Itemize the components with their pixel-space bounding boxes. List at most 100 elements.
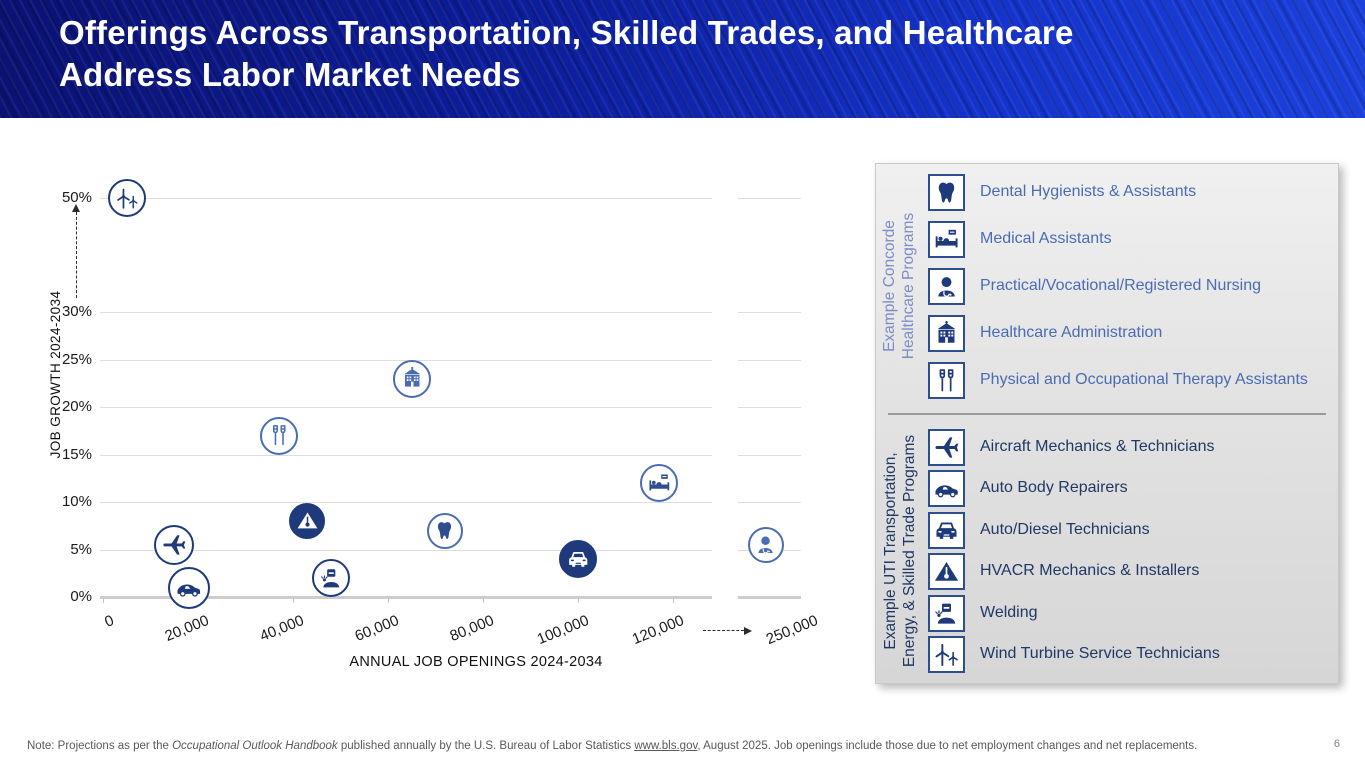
legend-item-welder: Welding [928, 594, 1038, 632]
x-axis-title: ANNUAL JOB OPENINGS 2024-2034 [349, 654, 603, 670]
legend-item-label: Auto Body Repairers [980, 479, 1128, 496]
y-tick-label: 10% [61, 493, 92, 510]
page-number: 6 [1333, 738, 1340, 750]
x-tick-label: 80,000 [447, 612, 497, 645]
header-banner: Offerings Across Transportation, Skilled… [0, 0, 1365, 118]
auto-front-icon [928, 511, 965, 549]
legend-item-crutches: Physical and Occupational Therapy Assist… [928, 361, 1308, 399]
nurse-icon [928, 267, 965, 305]
x-tick-label: 60,000 [352, 612, 402, 645]
gridline [100, 502, 712, 503]
gridline [738, 454, 801, 456]
gridline [100, 549, 712, 551]
wind-turbine-icon [928, 635, 965, 673]
gridline [738, 312, 801, 313]
tooth-icon [928, 173, 965, 211]
legend-item-label: Dental Hygienists & Assistants [980, 183, 1197, 200]
legend-item-medical-bed: Medical Assistants [928, 220, 1112, 258]
chart-point-medical-bed [639, 464, 678, 502]
y-tick-label: 25% [61, 350, 92, 368]
footnote: Note: Projections as per the Occupationa… [27, 740, 1197, 752]
crutches-icon [928, 361, 965, 399]
chart-point-nurse [748, 526, 784, 563]
hospital-icon [928, 314, 965, 352]
x-tick-label: 250,000 [763, 612, 821, 649]
gridline [100, 407, 712, 408]
footnote-middle: published annually by the U.S. Bureau of… [337, 740, 635, 752]
chart-point-crutches [259, 416, 298, 455]
legend-item-label: Physical and Occupational Therapy Assist… [980, 371, 1308, 388]
chart-point-welder [312, 559, 350, 597]
hvacr-icon [928, 552, 965, 590]
legend-item-label: HVACR Mechanics & Installers [980, 562, 1200, 579]
x-axis-break-dashed-line [703, 630, 744, 631]
medical-bed-icon [928, 220, 965, 258]
chart-point-auto-side [167, 566, 210, 609]
aircraft-icon [928, 428, 965, 466]
gridline [738, 502, 801, 503]
x-tick-label: 0 [102, 612, 117, 631]
legend-item-label: Welding [980, 604, 1038, 621]
x-tick-label: 40,000 [257, 612, 307, 645]
footnote-suffix: , August 2025. Job openings include thos… [697, 740, 1198, 752]
legend-item-label: Wind Turbine Service Technicians [980, 645, 1220, 662]
x-axis-line [738, 596, 801, 599]
welder-icon [928, 594, 965, 632]
legend-item-label: Auto/Diesel Technicians [980, 521, 1150, 538]
x-tick-mark [103, 598, 104, 603]
uti-side-label-line1: Example UTI Transportation, [882, 452, 899, 650]
legend-item-label: Practical/Vocational/Registered Nursing [980, 277, 1262, 294]
x-axis-line [100, 596, 712, 599]
gridline [738, 198, 801, 199]
y-tick-label: 5% [70, 540, 92, 558]
legend-item-nurse: Practical/Vocational/Registered Nursing [928, 267, 1262, 305]
chart-point-hvacr [289, 503, 326, 539]
legend-item-label: Medical Assistants [980, 230, 1112, 247]
x-tick-label: 100,000 [534, 612, 592, 649]
programs-legend-panel: Example Concorde Healthcare Programs Den… [875, 163, 1339, 684]
healthcare-side-label-line1: Example Concorde [881, 220, 898, 352]
chart-point-wind-turbine [107, 179, 146, 217]
x-tick-mark [578, 598, 579, 603]
x-tick-mark [293, 598, 294, 603]
y-tick-label: 0% [70, 588, 92, 605]
legend-item-auto-front: Auto/Diesel Technicians [928, 511, 1150, 549]
legend-item-hospital: Healthcare Administration [928, 314, 1163, 352]
chart-point-tooth [427, 512, 463, 549]
gridline [738, 359, 801, 361]
y-tick-label: 15% [61, 445, 92, 463]
x-tick-mark [483, 598, 484, 603]
x-tick-label: 120,000 [629, 612, 687, 649]
bls-link[interactable]: www.bls.gov [634, 740, 698, 752]
x-tick-mark [388, 598, 389, 603]
y-tick-label: 20% [61, 398, 92, 415]
x-tick-label: 20,000 [162, 612, 212, 645]
gridline [100, 454, 712, 456]
legend-item-auto-side: Auto Body Repairers [928, 469, 1128, 507]
legend-item-tooth: Dental Hygienists & Assistants [928, 173, 1197, 211]
slide-title: Offerings Across Transportation, Skilled… [59, 14, 1074, 94]
y-axis-break-dashed-line [76, 212, 77, 298]
y-tick-label: 30% [61, 303, 92, 320]
uti-side-label-line2: Energy, & Skilled Trade Programs [901, 434, 918, 668]
y-axis-break-arrow-icon [72, 204, 80, 212]
chart-point-auto-front [559, 540, 597, 578]
chart-point-hospital [392, 359, 431, 398]
legend-item-label: Healthcare Administration [980, 324, 1163, 341]
chart-point-aircraft [154, 524, 195, 565]
footnote-handbook-italic: Occupational Outlook Handbook [172, 740, 338, 752]
footnote-prefix: Note: Projections as per the [27, 740, 173, 752]
gridline [100, 198, 712, 199]
x-axis-break-arrow-icon [744, 626, 752, 635]
legend-item-label: Aircraft Mechanics & Technicians [980, 438, 1215, 455]
legend-item-wind-turbine: Wind Turbine Service Technicians [928, 635, 1220, 673]
gridline [738, 407, 801, 408]
x-tick-mark [673, 598, 674, 603]
healthcare-side-label-line2: Healthcare Programs [900, 212, 917, 360]
legend-item-hvacr: HVACR Mechanics & Installers [928, 552, 1200, 590]
uti-section-side-label: Example UTI Transportation, Energy, & Sk… [881, 413, 919, 689]
auto-side-icon [928, 469, 965, 507]
y-tick-label: 50% [61, 189, 92, 206]
healthcare-section-side-label: Example Concorde Healthcare Programs [880, 161, 918, 411]
